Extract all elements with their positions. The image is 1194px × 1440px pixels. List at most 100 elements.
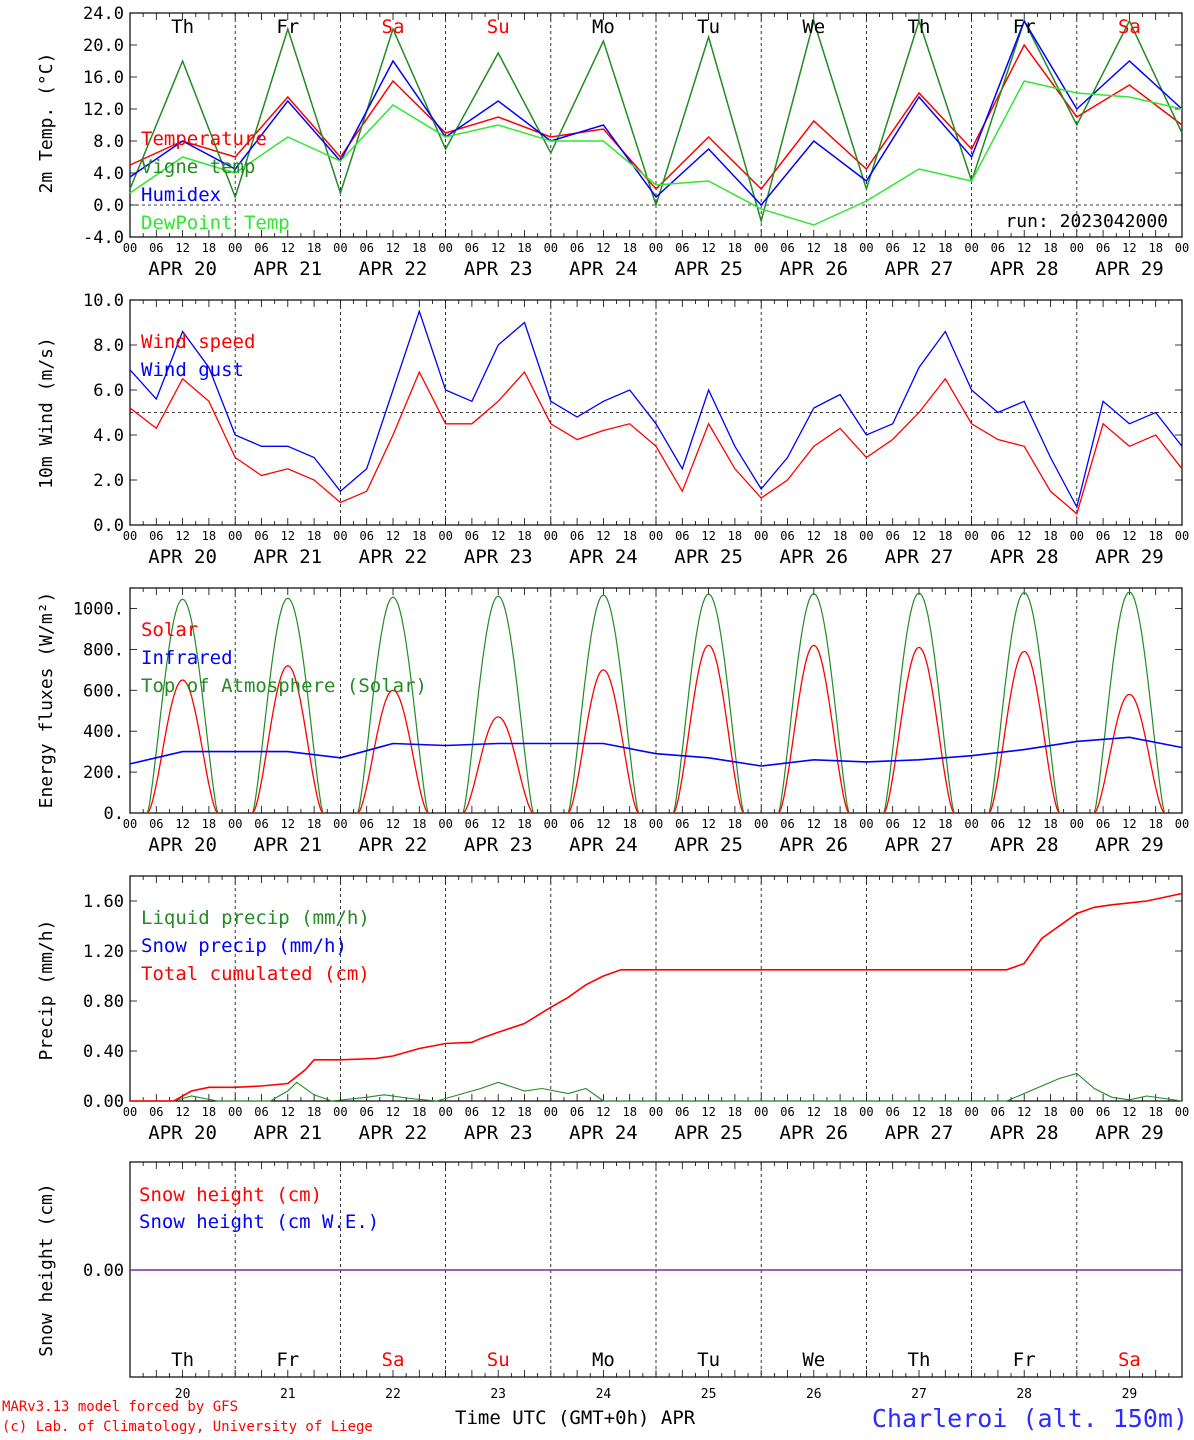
hour-tick-label: 18 <box>307 817 321 831</box>
date-label: APR 26 <box>779 1122 848 1144</box>
day-number-label: 26 <box>806 1387 822 1402</box>
hour-tick-label: 18 <box>307 529 321 543</box>
hour-tick-label: 18 <box>1148 241 1162 255</box>
y-axis-title: Snow height (cm) <box>36 1183 57 1356</box>
hour-tick-label: 12 <box>807 241 821 255</box>
hour-tick-label: 06 <box>570 529 584 543</box>
date-label: APR 21 <box>253 546 322 568</box>
date-label: APR 22 <box>359 1122 428 1144</box>
hour-tick-label: 00 <box>964 817 978 831</box>
legend-entry: Vigne temp <box>141 156 255 178</box>
weekday-label: Mo <box>592 16 615 38</box>
hour-tick-label: 18 <box>1148 529 1162 543</box>
hour-tick-label: 12 <box>386 529 400 543</box>
toa-solar-line <box>672 593 745 814</box>
y-tick-label: 24.0 <box>83 4 124 24</box>
hour-tick-label: 18 <box>517 241 531 255</box>
day-number-label: 24 <box>596 1387 612 1402</box>
hour-tick-label: 12 <box>491 241 505 255</box>
hour-tick-label: 06 <box>570 817 584 831</box>
y-axis-title: 10m Wind (m/s) <box>36 337 57 489</box>
hour-tick-label: 12 <box>386 817 400 831</box>
date-label: APR 27 <box>885 834 954 856</box>
hour-tick-label: 12 <box>175 1105 189 1119</box>
date-label: APR 20 <box>148 1122 217 1144</box>
y-tick-label: 12.0 <box>83 100 124 120</box>
y-tick-label: 1.60 <box>83 892 124 912</box>
legend-entry: Snow height (cm) <box>139 1184 322 1206</box>
hour-tick-label: 00 <box>228 529 242 543</box>
y-tick-label: 0.80 <box>83 992 124 1012</box>
temperature-series-line <box>129 80 1183 226</box>
hour-tick-label: 00 <box>649 1105 663 1119</box>
weekday-label: Th <box>171 1349 194 1371</box>
date-label: APR 26 <box>779 834 848 856</box>
date-label: APR 22 <box>359 258 428 280</box>
hour-tick-label: 12 <box>1017 529 1031 543</box>
hour-tick-label: 18 <box>1148 1105 1162 1119</box>
toa-solar-line <box>988 591 1060 814</box>
toa-solar-line <box>146 598 219 814</box>
y-tick-label: 16.0 <box>83 68 124 88</box>
hour-tick-label: 06 <box>780 241 794 255</box>
wind-panel: 0.0 2.0 4.0 6.0 8.0 10.0 10m Wind (m/s) Wind sp… <box>36 291 1189 568</box>
hour-tick-label: 00 <box>964 1105 978 1119</box>
y-tick-label: 20.0 <box>83 36 124 56</box>
run-label: run: 2023042000 <box>1005 211 1168 232</box>
hour-tick-label: 12 <box>281 529 295 543</box>
hour-tick-label: 00 <box>964 529 978 543</box>
date-label: APR 20 <box>148 258 217 280</box>
hour-tick-label: 12 <box>491 1105 505 1119</box>
legend-entry: Infrared <box>141 647 233 669</box>
x-axis-title: Time UTC (GMT+0h) APR <box>455 1407 696 1429</box>
y-tick-label: 8.0 <box>93 336 124 356</box>
hour-tick-label: 12 <box>807 817 821 831</box>
hour-tick-label: 18 <box>412 241 426 255</box>
hour-tick-label: 06 <box>1096 241 1110 255</box>
hour-tick-label: 06 <box>991 241 1005 255</box>
hour-tick-label: 18 <box>1043 529 1057 543</box>
hour-tick-label: 06 <box>149 241 163 255</box>
weekday-label: Th <box>171 16 194 38</box>
solar-line <box>778 644 850 814</box>
hour-tick-label: 12 <box>807 1105 821 1119</box>
hour-tick-label: 12 <box>386 241 400 255</box>
legend-entry: Wind gust <box>141 359 244 381</box>
y-tick-label: 800. <box>83 640 124 660</box>
solar-line <box>252 664 324 814</box>
wind-series-line <box>129 309 1183 509</box>
hour-tick-label: 12 <box>1017 1105 1031 1119</box>
hour-tick-label: 00 <box>333 817 347 831</box>
hour-tick-label: 00 <box>544 817 558 831</box>
hour-tick-label: 12 <box>596 529 610 543</box>
legend-entry: Humidex <box>141 184 221 206</box>
date-label: APR 27 <box>885 1122 954 1144</box>
solar-line <box>567 669 640 814</box>
hour-tick-label: 00 <box>438 241 452 255</box>
hour-tick-label: 06 <box>885 241 899 255</box>
hour-tick-label: 12 <box>175 529 189 543</box>
solar-line <box>357 689 429 814</box>
hour-tick-label: 18 <box>1043 241 1057 255</box>
hour-tick-label: 06 <box>780 529 794 543</box>
hour-tick-label: 18 <box>202 1105 216 1119</box>
hour-tick-label: 00 <box>859 529 873 543</box>
hour-tick-label: 18 <box>412 817 426 831</box>
y-tick-label: 8.0 <box>93 132 124 152</box>
weekday-label: Th <box>908 16 931 38</box>
hour-tick-label: 18 <box>622 529 636 543</box>
hour-tick-label: 12 <box>912 817 926 831</box>
date-label: APR 21 <box>253 834 322 856</box>
date-label: APR 29 <box>1095 1122 1164 1144</box>
hour-tick-label: 00 <box>333 1105 347 1119</box>
date-label: APR 24 <box>569 546 638 568</box>
hour-tick-label: 06 <box>675 817 689 831</box>
y-tick-label: 0.00 <box>83 1261 124 1281</box>
hour-tick-label: 00 <box>859 817 873 831</box>
weekday-label: Sa <box>382 1349 405 1371</box>
hour-tick-label: 18 <box>938 1105 952 1119</box>
hour-tick-label: 00 <box>544 241 558 255</box>
hour-tick-label: 12 <box>701 817 715 831</box>
toa-solar-line <box>252 597 324 814</box>
